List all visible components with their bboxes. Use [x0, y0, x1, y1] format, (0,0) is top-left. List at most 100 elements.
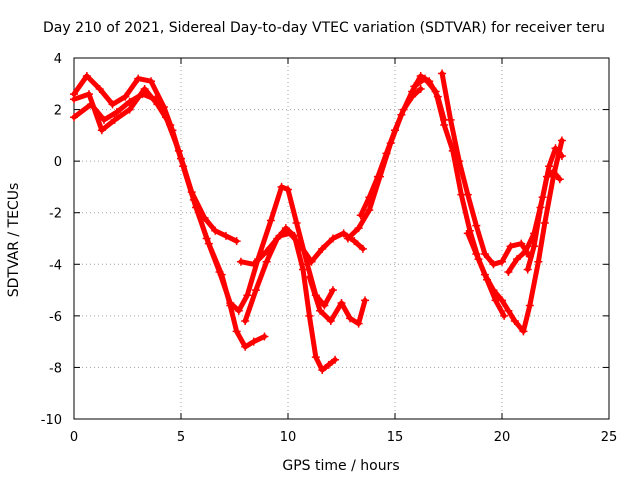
data-point-marker: [99, 115, 108, 124]
data-point-marker: [534, 257, 543, 266]
data-point-marker: [303, 260, 312, 269]
data-point-marker: [121, 92, 130, 101]
data-point-marker: [463, 229, 472, 238]
data-point-marker: [266, 216, 275, 225]
data-point-marker: [489, 286, 498, 295]
data-point-marker: [262, 257, 271, 266]
data-point-marker: [498, 296, 506, 305]
data-point-marker: [305, 311, 314, 320]
data-point-marker: [110, 115, 119, 124]
data-point-marker: [166, 121, 175, 130]
data-point-marker: [517, 239, 526, 248]
data-point-marker: [446, 115, 455, 124]
x-tick-label: 0: [70, 430, 78, 445]
data-series: [70, 69, 566, 375]
y-axis-label: SDTVAR / TECUs: [6, 183, 22, 298]
data-point-marker: [416, 84, 425, 93]
data-point-marker: [536, 203, 545, 212]
data-point-marker: [358, 244, 367, 253]
data-point-marker: [557, 136, 566, 145]
data-point-marker: [241, 342, 250, 351]
data-point-marker: [275, 231, 284, 240]
y-tick-label: -10: [41, 413, 62, 428]
data-point-marker: [440, 121, 449, 130]
series-track-1: [70, 72, 337, 315]
data-point-marker: [153, 100, 162, 109]
data-point-marker: [410, 82, 419, 91]
data-point-marker: [545, 162, 554, 171]
data-point-marker: [232, 327, 241, 336]
data-point-marker: [521, 247, 530, 256]
data-point-marker: [292, 219, 301, 228]
data-point-marker: [241, 317, 250, 326]
data-point-marker: [140, 84, 149, 93]
data-point-marker: [431, 87, 440, 96]
data-point-marker: [249, 337, 258, 346]
data-point-marker: [519, 327, 528, 336]
series-line: [71, 73, 336, 314]
data-point-marker: [311, 353, 320, 362]
data-point-marker: [391, 126, 399, 135]
data-point-marker: [455, 157, 464, 166]
data-point-marker: [281, 224, 290, 233]
series-track-10: [438, 69, 534, 269]
data-point-marker: [326, 317, 335, 326]
data-point-marker: [512, 255, 521, 264]
data-point-marker: [243, 291, 252, 300]
data-point-marker: [95, 84, 104, 93]
data-point-marker: [134, 74, 143, 83]
series-track-8: [356, 84, 425, 220]
data-point-marker: [191, 203, 200, 212]
data-point-marker: [337, 298, 346, 307]
data-point-marker: [284, 185, 292, 194]
data-point-marker: [211, 226, 220, 235]
data-point-marker: [382, 149, 391, 158]
series-line: [242, 225, 338, 373]
data-point-marker: [70, 113, 78, 122]
x-tick-label: 20: [494, 430, 511, 445]
data-point-marker: [504, 306, 513, 315]
data-point-marker: [251, 286, 260, 295]
data-point-marker: [97, 126, 106, 135]
series-line: [525, 169, 563, 272]
y-tick-label: -4: [49, 258, 62, 273]
data-point-marker: [551, 144, 560, 153]
data-point-marker: [498, 257, 506, 266]
data-point-marker: [361, 296, 370, 305]
data-point-marker: [318, 366, 327, 375]
data-point-marker: [277, 182, 286, 191]
data-point-marker: [472, 221, 481, 230]
data-point-marker: [70, 95, 78, 104]
chart-title: Day 210 of 2021, Sidereal Day-to-day VTE…: [43, 20, 605, 36]
data-point-marker: [408, 92, 417, 101]
data-point-marker: [420, 74, 429, 83]
series-line: [306, 274, 368, 327]
data-point-marker: [339, 229, 348, 238]
data-point-marker: [557, 151, 566, 160]
y-tick-label: -2: [49, 207, 62, 222]
data-point-marker: [217, 270, 226, 279]
data-point-marker: [506, 242, 515, 251]
plot-frame: [73, 57, 610, 420]
data-point-marker: [373, 172, 382, 181]
y-tick-label: -8: [49, 361, 62, 376]
y-tick-label: 4: [54, 52, 62, 67]
data-point-marker: [320, 301, 329, 310]
data-point-marker: [350, 237, 359, 246]
data-point-marker: [504, 268, 513, 277]
data-point-marker: [318, 244, 327, 253]
series-line: [238, 230, 366, 267]
data-point-marker: [489, 260, 498, 269]
data-point-marker: [549, 167, 558, 176]
series-track-6: [305, 273, 370, 328]
x-tick-label: 25: [601, 430, 618, 445]
data-point-marker: [84, 90, 93, 99]
data-point-marker: [112, 108, 121, 117]
series-track-11: [463, 136, 566, 336]
data-point-marker: [249, 260, 258, 269]
data-point-marker: [365, 206, 374, 215]
y-tick-label: 0: [54, 155, 62, 170]
data-point-marker: [221, 231, 230, 240]
